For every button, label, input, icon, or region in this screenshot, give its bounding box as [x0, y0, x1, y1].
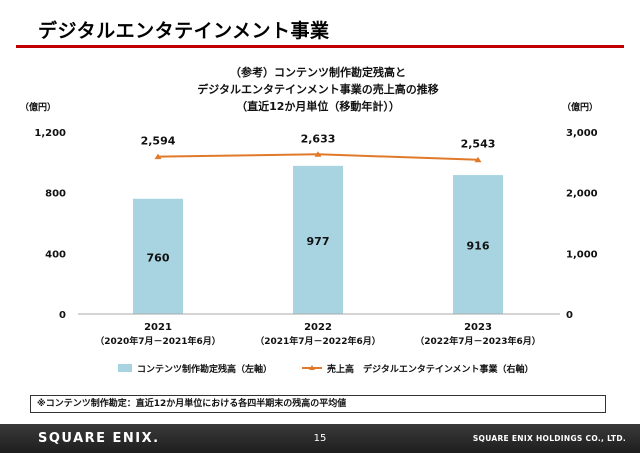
legend: コンテンツ制作勘定残高（左軸） 売上高 デジタルエンタテインメント事業（右軸） — [118, 363, 534, 375]
category-label: 2023 — [464, 322, 492, 333]
left-axis-unit: （億円） — [20, 101, 56, 113]
category-label: 2022 — [304, 322, 332, 333]
legend-bar-label: コンテンツ制作勘定残高（左軸） — [137, 363, 272, 375]
right-tick-label: 3,000 — [566, 128, 598, 139]
legend-line-marker — [309, 365, 315, 370]
line-point-marker — [314, 151, 322, 157]
right-tick-label: 1,000 — [566, 249, 598, 260]
chart-title-line-1: （参考）コンテンツ制作勘定残高と — [230, 65, 406, 79]
square-enix-logo: SQUARE ENIX. — [38, 431, 160, 446]
bar-value-label: 760 — [147, 251, 170, 264]
line-series: 2,594 2,633 2,543 — [141, 132, 496, 163]
bar-value-label: 916 — [467, 240, 490, 253]
chart-title: （参考）コンテンツ制作勘定残高と デジタルエンタテインメント事業の売上高の推移 … — [197, 65, 438, 113]
category-period-label: （2022年7月－2023年6月） — [415, 335, 541, 347]
right-tick-label: 0 — [566, 310, 573, 321]
x-axis-labels: 2021 （2020年7月－2021年6月） 2022 （2021年7月－2022年6… — [95, 322, 541, 347]
line-value-label: 2,594 — [141, 135, 176, 148]
footnote: ※コンテンツ制作勘定：直近12か月単位における各四半期末の残高の平均値 — [30, 395, 606, 413]
right-axis-unit: （億円） — [562, 101, 598, 113]
bar — [453, 175, 503, 314]
legend-bar-swatch — [118, 364, 132, 372]
line-value-label: 2,543 — [461, 138, 496, 151]
category-period-label: （2020年7月－2021年6月） — [95, 335, 221, 347]
company-name: SQUARE ENIX HOLDINGS CO., LTD. — [472, 434, 626, 443]
left-tick-label: 1,200 — [34, 128, 66, 139]
bar — [293, 165, 343, 314]
page-number: 15 — [313, 433, 327, 444]
title-divider — [16, 45, 624, 48]
bar-value-label: 977 — [307, 235, 330, 248]
left-tick-label: 0 — [59, 310, 66, 321]
line-point-marker — [154, 153, 162, 160]
page-title: デジタルエンタテインメント事業 — [38, 20, 330, 42]
line-point-marker — [474, 156, 482, 163]
category-label: 2021 — [144, 322, 172, 333]
category-period-label: （2021年7月－2022年6月） — [255, 335, 381, 347]
left-tick-label: 800 — [45, 189, 66, 200]
right-tick-label: 2,000 — [566, 189, 598, 200]
bar-series: 760 977 916 — [133, 165, 503, 314]
left-axis-ticks: 0 400 800 1,200 — [34, 128, 66, 321]
chart: （参考）コンテンツ制作勘定残高と デジタルエンタテインメント事業の売上高の推移 … — [20, 65, 598, 375]
legend-line-label: 売上高 デジタルエンタテインメント事業（右軸） — [327, 363, 534, 375]
bar — [133, 198, 183, 314]
right-axis-ticks: 0 1,000 2,000 3,000 — [566, 128, 598, 321]
footer-bar — [0, 424, 640, 453]
chart-title-line-2: デジタルエンタテインメント事業の売上高の推移 — [197, 82, 438, 96]
left-tick-label: 400 — [45, 249, 66, 260]
line-value-label: 2,633 — [301, 132, 336, 145]
chart-title-line-3: （直近12か月単位（移動年計）） — [236, 99, 400, 113]
